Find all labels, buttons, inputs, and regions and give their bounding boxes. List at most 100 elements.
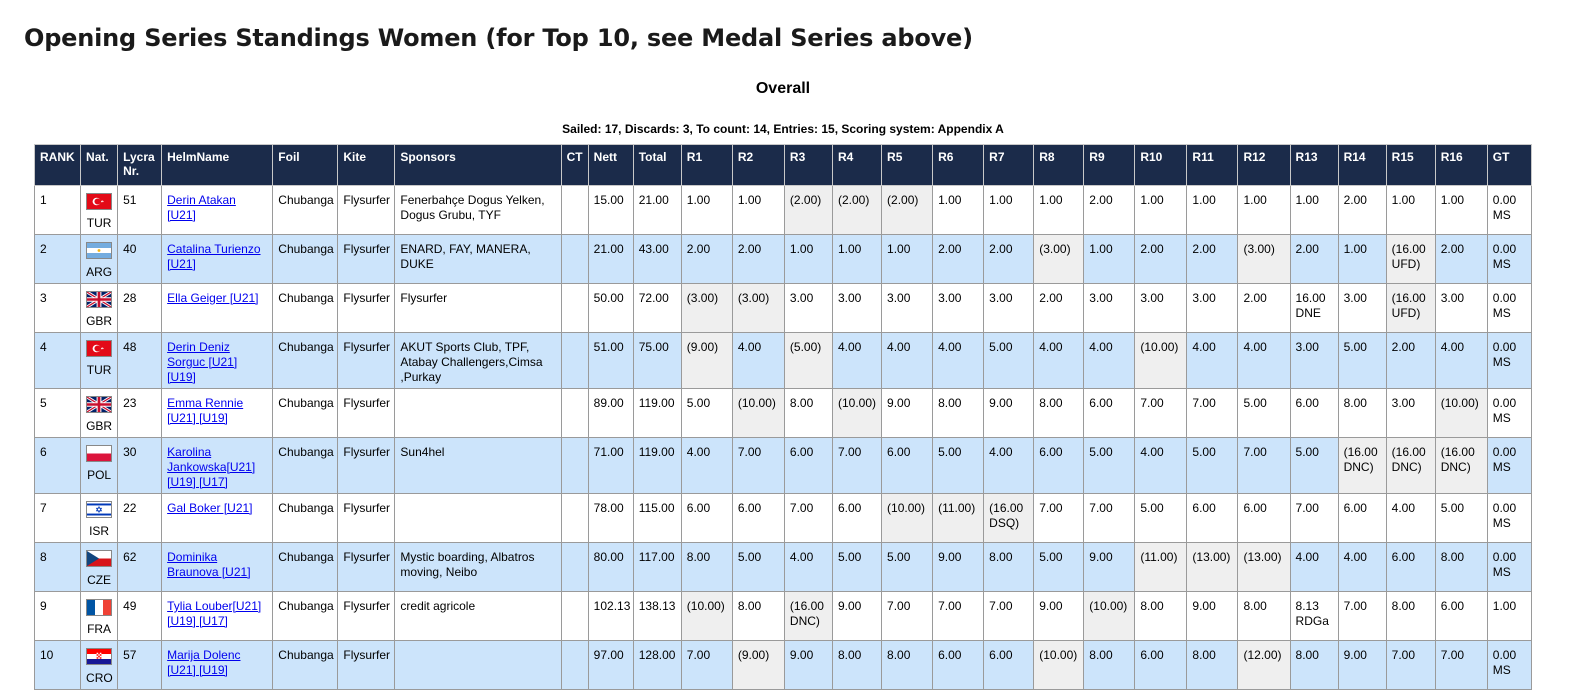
sponsors-cell — [394, 493, 562, 543]
helm-name-link[interactable]: Emma Rennie [U21] [U19] — [167, 396, 244, 425]
race-r5-cell: 9.00 — [881, 388, 934, 438]
race-r16-cell: 5.00 — [1434, 493, 1488, 543]
race-r14-cell: 8.00 — [1337, 388, 1387, 438]
arg-flag-icon — [86, 242, 113, 259]
nett-cell: 89.00 — [587, 388, 634, 438]
race-r15-cell: (16.00 DNC) — [1385, 437, 1436, 494]
total-cell: 138.13 — [632, 591, 682, 641]
race-r9-cell: 8.00 — [1083, 640, 1136, 690]
nation-code: CRO — [86, 671, 113, 685]
helm-name-cell: Catalina Turienzo [U21] — [161, 234, 274, 284]
race-r15-cell: (16.00 UFD) — [1385, 234, 1436, 284]
rank-cell: 10 — [33, 640, 82, 690]
foil-cell: Chubanga — [272, 493, 339, 543]
rank-cell: 5 — [33, 388, 82, 438]
column-header-r4: R4 — [831, 144, 883, 186]
helm-name-link[interactable]: Marija Dolenc [U21] [U19] — [167, 648, 241, 677]
race-r10-cell: 4.00 — [1134, 437, 1188, 494]
column-header-r16: R16 — [1434, 144, 1488, 186]
race-r13-cell: 2.00 — [1289, 234, 1339, 284]
race-r5-cell: (2.00) — [881, 185, 934, 235]
nation-cell: GBR — [80, 388, 119, 438]
race-r6-cell: 8.00 — [932, 388, 985, 438]
race-r8-cell: 8.00 — [1033, 388, 1085, 438]
rank-cell: 3 — [33, 283, 82, 333]
foil-cell: Chubanga — [272, 283, 339, 333]
column-header-r9: R9 — [1083, 144, 1136, 186]
ct-cell — [560, 493, 589, 543]
race-r3-cell: 3.00 — [783, 283, 833, 333]
helm-name-link[interactable]: Derin Deniz Sorguc [U21] [U19] — [167, 340, 238, 384]
nation-cell: ISR — [80, 493, 119, 543]
nation-code: POL — [87, 468, 112, 482]
race-r2-cell: 2.00 — [731, 234, 785, 284]
total-cell: 75.00 — [632, 332, 682, 389]
race-r11-cell: 2.00 — [1186, 234, 1239, 284]
race-r10-cell: (11.00) — [1134, 542, 1188, 592]
helm-name-link[interactable]: Catalina Turienzo [U21] — [167, 242, 261, 271]
helm-name-link[interactable]: Ella Geiger [U21] — [167, 291, 259, 305]
race-r6-cell: 3.00 — [932, 283, 985, 333]
race-r9-cell: 7.00 — [1083, 493, 1136, 543]
race-r3-cell: 4.00 — [783, 542, 833, 592]
sponsors-cell: Fenerbahçe Dogus Yelken, Dogus Grubu, TY… — [394, 185, 562, 235]
race-r5-cell: 1.00 — [881, 234, 934, 284]
race-r16-cell: (10.00) — [1434, 388, 1488, 438]
column-header-r8: R8 — [1033, 144, 1085, 186]
foil-cell: Chubanga — [272, 591, 339, 641]
rank-cell: 9 — [33, 591, 82, 641]
column-header-foil: Foil — [272, 144, 339, 186]
race-r15-cell: 1.00 — [1385, 185, 1436, 235]
helm-name-link[interactable]: Gal Boker [U21] — [167, 501, 253, 515]
standings-table: RANK Nat. Lycra Nr. HelmName Foil Kite Sponsor… — [33, 144, 1533, 690]
race-r8-cell: 5.00 — [1033, 542, 1085, 592]
rank-cell: 7 — [33, 493, 82, 543]
table-row: 2 ARG 40 Catalina Turienzo [U21] Chubanga Fly… — [33, 234, 1533, 284]
race-r12-cell: 4.00 — [1237, 332, 1291, 389]
race-r7-cell: 8.00 — [983, 542, 1035, 592]
table-subtitle: Overall — [755, 80, 811, 97]
race-r7-cell: 4.00 — [983, 437, 1035, 494]
nation-cell: POL — [80, 437, 119, 494]
race-r13-cell: 5.00 — [1289, 437, 1339, 494]
race-r4-cell: 1.00 — [831, 234, 883, 284]
series-info: Sailed: 17, Discards: 3, To count: 14, E… — [562, 122, 1004, 136]
race-r9-cell: 1.00 — [1083, 234, 1136, 284]
helm-name-cell: Gal Boker [U21] — [161, 493, 274, 543]
column-header-nat: Nat. — [80, 144, 119, 186]
total-cell: 115.00 — [632, 493, 682, 543]
gbr-flag-icon — [86, 291, 113, 308]
race-r11-cell: 3.00 — [1186, 283, 1239, 333]
helm-name-link[interactable]: Derin Atakan [U21] — [167, 193, 236, 222]
race-r1-cell: (3.00) — [680, 283, 733, 333]
rank-cell: 1 — [33, 185, 82, 235]
nett-cell: 97.00 — [587, 640, 634, 690]
lycra-number-cell: 22 — [117, 493, 163, 543]
column-header-r13: R13 — [1289, 144, 1339, 186]
race-r1-cell: 4.00 — [680, 437, 733, 494]
table-row: 9 FRA 49 Tylia Louber[U21] [U19] [U17] Chuba… — [33, 591, 1533, 641]
kite-cell: Flysurfer — [337, 185, 396, 235]
race-r15-cell: (16.00 UFD) — [1385, 283, 1436, 333]
helm-name-link[interactable]: Karolina Jankowska[U21] [U19] [U17] — [167, 445, 256, 489]
race-r11-cell: 1.00 — [1186, 185, 1239, 235]
table-row: 5 GBR 23 Emma Rennie [U21] [U19] Chubanga Fly… — [33, 388, 1533, 438]
column-header-r10: R10 — [1134, 144, 1188, 186]
race-r9-cell: 9.00 — [1083, 542, 1136, 592]
race-r10-cell: 8.00 — [1134, 591, 1188, 641]
race-r5-cell: 7.00 — [881, 591, 934, 641]
race-r12-cell: 2.00 — [1237, 283, 1291, 333]
helm-name-link[interactable]: Tylia Louber[U21] [U19] [U17] — [167, 599, 262, 628]
race-r12-cell: 6.00 — [1237, 493, 1291, 543]
race-r4-cell: 9.00 — [831, 591, 883, 641]
foil-cell: Chubanga — [272, 234, 339, 284]
nation-cell: CZE — [80, 542, 119, 592]
ct-cell — [560, 640, 589, 690]
race-r3-cell: 8.00 — [783, 388, 833, 438]
gt-cell: 0.00 MS — [1486, 542, 1533, 592]
lycra-number-cell: 51 — [117, 185, 163, 235]
sponsors-cell — [394, 388, 562, 438]
total-cell: 43.00 — [632, 234, 682, 284]
helm-name-link[interactable]: Dominika Braunova [U21] — [167, 550, 251, 579]
nation-cell: TUR — [80, 332, 119, 389]
